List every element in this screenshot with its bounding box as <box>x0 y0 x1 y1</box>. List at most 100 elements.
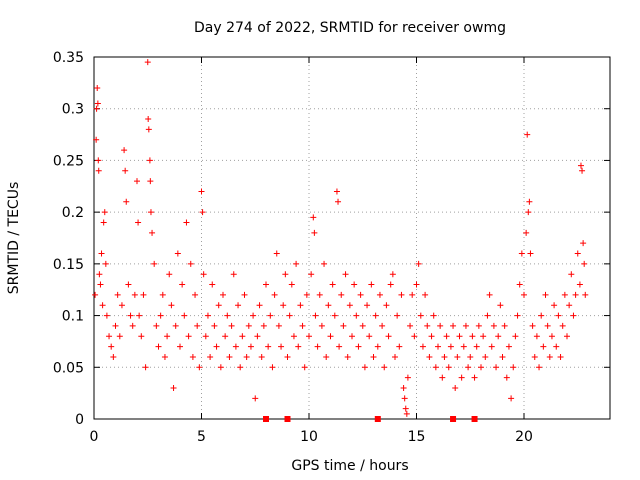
data-point <box>579 167 586 174</box>
data-point <box>568 271 575 278</box>
data-point <box>404 374 411 381</box>
data-point <box>486 291 493 298</box>
y-tick-label: 0.35 <box>53 50 84 66</box>
zero-marker <box>471 416 478 422</box>
data-point <box>447 343 454 350</box>
data-point <box>280 302 287 309</box>
data-point <box>271 291 278 298</box>
data-point <box>564 333 570 340</box>
data-point <box>144 59 151 66</box>
data-point <box>374 343 381 350</box>
data-point <box>355 343 362 350</box>
data-point <box>102 260 109 267</box>
data-point <box>499 353 506 360</box>
data-point <box>415 260 422 267</box>
data-point <box>177 343 183 350</box>
data-point <box>518 250 525 257</box>
data-point <box>409 291 416 298</box>
data-point <box>228 322 235 329</box>
data-point <box>400 384 407 391</box>
data-point <box>284 353 291 360</box>
data-point <box>96 271 103 278</box>
data-point <box>288 281 295 288</box>
data-point <box>179 281 186 288</box>
data-point <box>295 343 302 350</box>
data-point <box>469 333 476 340</box>
data-point <box>495 333 502 340</box>
data-point <box>103 312 110 319</box>
data-point <box>185 333 192 340</box>
data-point <box>134 178 140 185</box>
data-point <box>396 343 403 350</box>
data-point <box>559 322 566 329</box>
data-point <box>224 312 231 319</box>
data-point <box>501 322 508 329</box>
y-tick-label: 0.15 <box>53 257 84 273</box>
data-point <box>510 364 517 371</box>
data-point <box>349 333 355 340</box>
data-point <box>370 353 377 360</box>
data-point <box>471 374 478 381</box>
data-point <box>260 322 267 329</box>
data-point <box>95 167 102 174</box>
data-point <box>282 271 289 278</box>
data-point <box>286 312 293 319</box>
x-tick-label: 0 <box>90 429 99 445</box>
data-point <box>516 281 523 288</box>
data-point <box>402 405 409 412</box>
data-point <box>555 312 562 319</box>
data-point <box>98 250 105 257</box>
data-point <box>523 229 530 236</box>
data-point <box>174 250 181 257</box>
y-tick-label: 0 <box>75 412 84 428</box>
data-point <box>145 116 152 123</box>
data-point <box>450 322 457 329</box>
zero-marker <box>284 416 291 422</box>
data-point <box>514 312 521 319</box>
data-point <box>106 333 113 340</box>
y-axis-label: SRMTID / TECUs <box>6 182 22 295</box>
data-point <box>237 364 244 371</box>
data-point <box>239 333 246 340</box>
data-point <box>364 302 371 309</box>
data-point <box>581 260 588 267</box>
x-tick-label: 5 <box>197 429 206 445</box>
data-point <box>252 395 259 402</box>
zero-marker <box>263 416 269 422</box>
data-point <box>426 353 433 360</box>
data-point <box>524 131 531 138</box>
data-point <box>441 353 448 360</box>
data-point <box>211 322 218 329</box>
data-point <box>372 312 379 319</box>
data-point <box>484 312 491 319</box>
data-point <box>135 219 142 226</box>
data-point <box>136 312 143 319</box>
data-point <box>488 343 495 350</box>
data-point <box>310 214 317 221</box>
chart-title: Day 274 of 2022, SRMTID for receiver owm… <box>194 20 506 36</box>
data-point <box>196 364 203 371</box>
data-point <box>529 322 536 329</box>
data-point <box>482 353 489 360</box>
data-point <box>493 364 500 371</box>
data-point <box>114 291 121 298</box>
data-point <box>582 291 589 298</box>
data-point <box>192 291 199 298</box>
data-point <box>170 384 177 391</box>
data-point <box>465 364 472 371</box>
data-point <box>318 322 325 329</box>
data-point <box>452 384 459 391</box>
data-point <box>267 312 274 319</box>
data-point <box>202 333 209 340</box>
data-point <box>301 364 308 371</box>
data-point <box>151 260 158 267</box>
data-point <box>422 291 429 298</box>
data-point <box>140 291 147 298</box>
data-point <box>194 322 201 329</box>
x-tick-label: 10 <box>300 429 318 445</box>
data-point <box>243 353 250 360</box>
data-point <box>394 312 401 319</box>
y-tick-label: 0.3 <box>62 102 84 118</box>
data-point <box>95 157 102 164</box>
zero-markers <box>263 416 478 422</box>
